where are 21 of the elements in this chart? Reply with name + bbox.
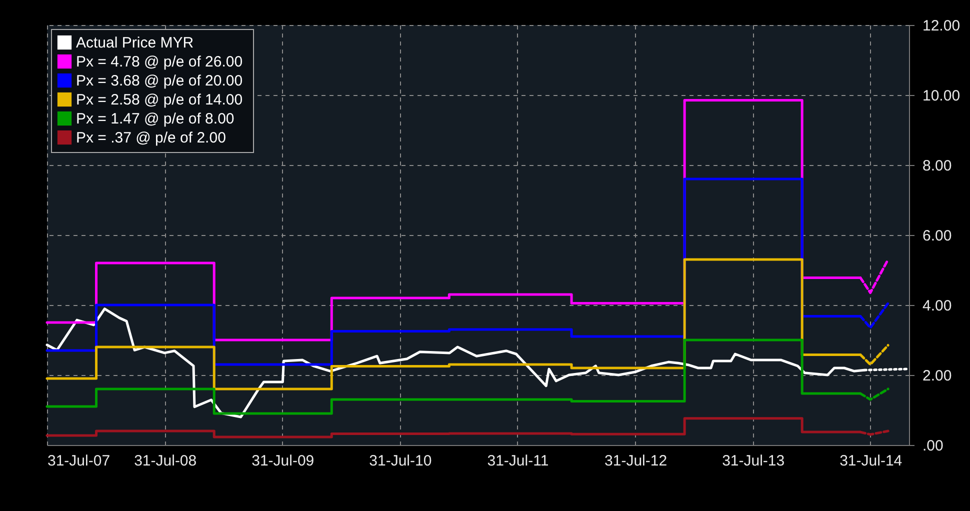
y-tick-label: 12.00 (922, 18, 960, 34)
legend-label: Px = 4.78 @ p/e of 26.00 (76, 54, 243, 70)
y-tick-label: 2.00 (922, 368, 952, 384)
legend-label: Px = .37 @ p/e of 2.00 (76, 130, 226, 146)
x-tick-label: 31-Jul-13 (722, 452, 785, 470)
x-tick-label: 31-Jul-09 (252, 452, 314, 470)
x-tick-label: 31-Jul-07 (48, 452, 110, 470)
legend-label: Px = 2.58 @ p/e of 14.00 (76, 92, 243, 108)
y-tick-label: .00 (922, 438, 944, 454)
x-tick-label: 31-Jul-08 (134, 452, 197, 470)
legend-label: Actual Price MYR (76, 34, 194, 52)
y-tick-label: 8.00 (922, 158, 952, 174)
legend-label: Px = 1.47 @ p/e of 8.00 (76, 110, 234, 128)
x-tick-label: 31-Jul-12 (604, 452, 668, 470)
y-tick-label: 4.00 (922, 298, 952, 314)
y-tick-label: 6.00 (922, 228, 952, 244)
x-tick-label: 31-Jul-11 (487, 452, 549, 470)
x-tick-label: 31-Jul-14 (840, 452, 902, 470)
legend-label: Px = 3.68 @ p/e of 20.00 (76, 72, 243, 90)
x-tick-label: 31-Jul-10 (369, 452, 432, 470)
y-tick-label: 10.00 (922, 88, 960, 104)
